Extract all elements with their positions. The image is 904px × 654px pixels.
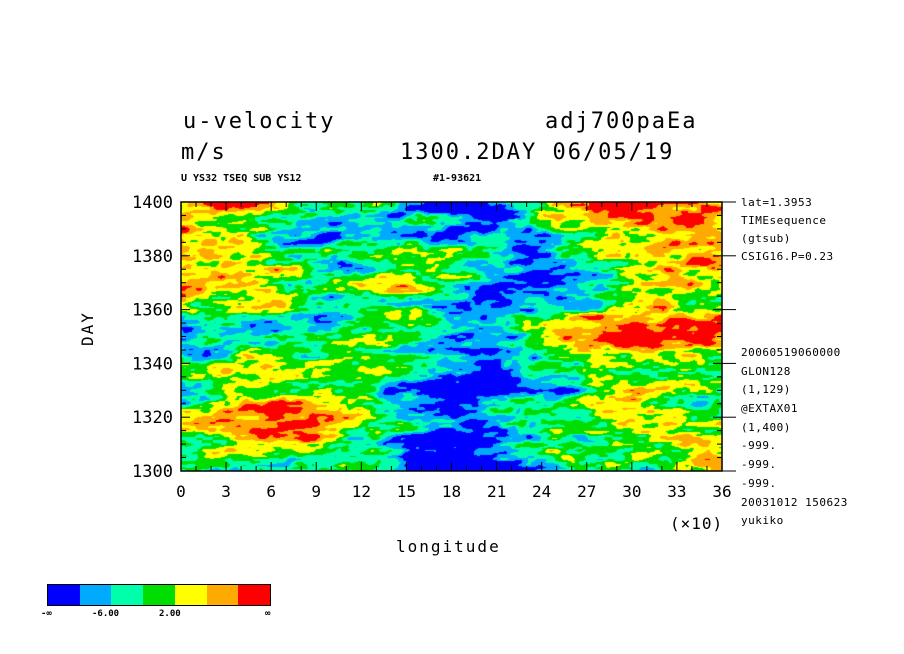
subtitle-left: U YS32 TSEQ SUB YS12: [181, 173, 302, 184]
colorbar-swatch: [206, 585, 239, 605]
side-info-line: @EXTAX01: [741, 402, 798, 416]
colorbar-swatch: [111, 585, 144, 605]
y-tick-label: 1340: [132, 354, 173, 374]
side-info-line: GLON128: [741, 364, 791, 378]
side-info-line: -999.: [741, 476, 777, 490]
colorbar-label: -∞: [41, 609, 52, 619]
subtitle-right: #1-93621: [433, 173, 482, 184]
side-info-line: yukiko: [741, 514, 784, 528]
x-tick-label: 18: [442, 482, 461, 501]
y-tick-label: 1300: [132, 462, 173, 482]
colorbar-swatch: [238, 585, 271, 605]
y-axis-label: DAY: [78, 311, 97, 346]
plot-title: u-velocity: [183, 109, 336, 134]
x-tick-label: 24: [532, 482, 551, 501]
x-multiplier-label: (×10): [670, 514, 724, 533]
x-tick-label: 15: [397, 482, 416, 501]
x-tick-label: 33: [667, 482, 686, 501]
time-label: 1300.2DAY 06/05/19: [400, 140, 675, 165]
colorbar-label: -6.00: [92, 609, 120, 619]
colorbar-label: 2.00: [159, 609, 181, 619]
colorbar-swatch: [143, 585, 175, 605]
side-info-line: CSIG16.P=0.23: [741, 250, 834, 263]
side-info-line: TIMEsequence: [741, 214, 827, 227]
x-tick-label: 3: [221, 482, 231, 501]
side-info-line: 20060519060000: [741, 346, 841, 359]
x-tick-label: 30: [622, 482, 641, 501]
x-tick-label: 36: [712, 482, 731, 501]
y-tick-label: 1320: [132, 408, 173, 428]
colorbar-swatch: [48, 585, 80, 605]
units-label: m/s: [181, 140, 227, 165]
x-tick-label: 21: [487, 482, 506, 501]
x-axis-label: longitude: [396, 537, 501, 556]
side-info-bottom: 20060519060000 GLON128 (1,129) @EXTAX01 …: [741, 347, 848, 534]
y-tick-label: 1400: [132, 193, 173, 213]
colorbar-label: ∞: [265, 609, 271, 619]
side-info-line: (1,400): [741, 420, 791, 434]
y-tick-label: 1380: [132, 247, 173, 267]
heatmap-field: [181, 202, 722, 471]
side-info-top: lat=1.3953 TIMEsequence (gtsub) CSIG16.P…: [741, 197, 834, 269]
colorbar-swatch: [174, 585, 207, 605]
side-info-line: 20031012 150623: [741, 495, 848, 509]
dataset-name: adj700paEa: [545, 109, 698, 134]
side-info-line: -999.: [741, 458, 777, 472]
x-tick-label: 12: [352, 482, 371, 501]
side-info-line: lat=1.3953: [741, 196, 813, 209]
x-tick-label: 0: [176, 482, 186, 501]
colorbar: [47, 584, 271, 606]
side-info-line: (gtsub): [741, 232, 791, 245]
x-tick-label: 27: [577, 482, 596, 501]
y-tick-label: 1360: [132, 301, 173, 321]
side-info-line: (1,129): [741, 383, 791, 397]
x-tick-label: 9: [311, 482, 321, 501]
side-info-line: -999.: [741, 439, 777, 453]
plot-frame: [180, 201, 723, 472]
colorbar-swatch: [79, 585, 112, 605]
x-tick-label: 6: [266, 482, 276, 501]
